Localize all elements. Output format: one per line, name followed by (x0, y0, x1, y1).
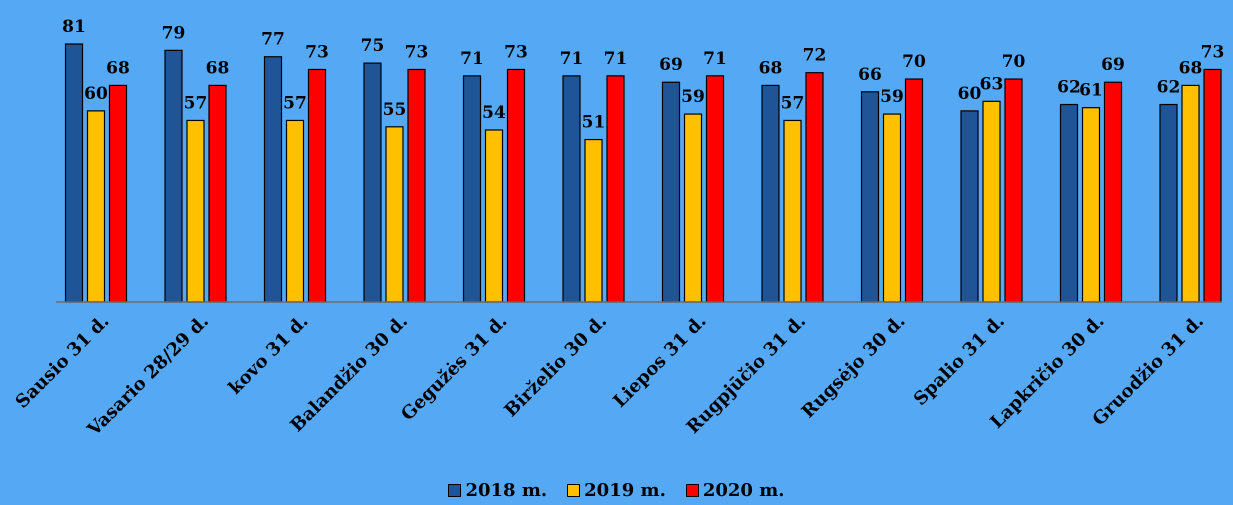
bar-2020-2 (208, 84, 227, 303)
bar-2020-8 (805, 72, 824, 303)
legend-item-2019: 2019 m. (567, 480, 666, 501)
bar-2019-1 (86, 110, 106, 303)
x-tick-label-1: Sausio 31 d. (12, 311, 114, 413)
data-label-2020-11: 69 (1101, 55, 1125, 75)
bar-2019-8 (783, 119, 802, 303)
legend-swatch-2020 (685, 484, 699, 497)
data-label-2019-12: 68 (1179, 58, 1203, 78)
data-label-2019-4: 55 (383, 100, 407, 120)
data-label-2018-5: 71 (460, 49, 484, 69)
x-tick-label-7: Liepos 31 d. (609, 311, 710, 412)
bar-2018-6 (562, 75, 581, 303)
x-tick-label-10: Spalio 31 d. (910, 311, 1009, 410)
legend-label-2019: 2019 m. (584, 480, 666, 501)
bar-2018-12 (1159, 103, 1178, 303)
data-label-2018-6: 71 (560, 49, 584, 69)
bar-2018-2 (164, 49, 183, 303)
bar-2020-10 (1004, 78, 1023, 303)
data-label-2018-4: 75 (361, 36, 385, 56)
data-label-2020-8: 72 (803, 46, 827, 66)
legend-swatch-2019 (567, 484, 581, 497)
legend-label-2020: 2020 m. (702, 480, 785, 501)
bar-2018-10 (960, 110, 979, 303)
legend-item-2020: 2020 m. (685, 480, 785, 501)
x-tick-label-5: Gegužės 31 d. (397, 311, 511, 425)
data-label-2018-12: 62 (1157, 78, 1181, 98)
bar-2019-10 (982, 100, 1001, 303)
bar-2018-1 (64, 43, 84, 303)
data-label-2019-8: 57 (781, 93, 805, 113)
data-label-2019-11: 61 (1079, 81, 1103, 101)
bar-2020-4 (407, 68, 426, 303)
bar-2018-7 (661, 81, 681, 303)
bar-2019-4 (385, 126, 404, 303)
bar-2020-12 (1203, 68, 1222, 303)
x-tick-label-3: kovo 31 d. (225, 311, 313, 399)
bar-2018-4 (363, 62, 382, 303)
data-label-2018-9: 66 (858, 65, 882, 85)
data-label-2018-10: 60 (958, 84, 982, 104)
data-label-2019-1: 60 (84, 84, 108, 104)
data-label-2020-9: 70 (902, 52, 926, 72)
data-label-2020-4: 73 (405, 42, 429, 62)
data-label-2020-12: 73 (1201, 42, 1225, 62)
bar-2020-1 (108, 84, 128, 303)
data-label-2019-5: 54 (482, 103, 506, 123)
data-label-2020-3: 73 (305, 42, 329, 62)
bar-2019-9 (882, 113, 902, 303)
x-tick-label-12: Gruodžio 31 d. (1089, 311, 1209, 431)
legend-item-2018: 2018 m. (448, 480, 547, 501)
data-label-2020-1: 68 (106, 58, 130, 78)
data-label-2019-9: 59 (880, 87, 904, 107)
legend-swatch-2018 (448, 484, 462, 497)
bar-2018-11 (1059, 103, 1079, 303)
bar-2019-5 (484, 129, 504, 303)
data-label-2018-8: 68 (759, 58, 783, 78)
data-label-2019-10: 63 (980, 74, 1004, 94)
legend-label-2018: 2018 m. (465, 480, 548, 501)
bar-2019-11 (1081, 107, 1101, 303)
data-label-2018-1: 81 (62, 17, 86, 37)
data-label-2018-11: 62 (1057, 78, 1081, 98)
bar-2020-9 (904, 78, 924, 303)
data-label-2020-6: 71 (604, 49, 628, 69)
data-label-2020-10: 70 (1002, 52, 1026, 72)
bar-2020-11 (1103, 81, 1123, 303)
bar-2020-7 (705, 75, 725, 303)
data-label-2019-7: 59 (681, 87, 705, 107)
bar-2020-3 (307, 68, 327, 303)
data-label-2018-7: 69 (659, 55, 683, 75)
data-label-2018-2: 79 (162, 23, 186, 43)
legend: 2018 m. 2019 m. 2020 m. (0, 480, 1233, 501)
data-label-2018-3: 77 (261, 30, 285, 50)
data-label-2020-5: 73 (504, 42, 528, 62)
data-label-2019-3: 57 (283, 93, 307, 113)
bar-2018-5 (462, 75, 482, 303)
bar-2018-9 (860, 91, 880, 303)
bar-2019-3 (285, 119, 305, 303)
bar-2019-7 (683, 113, 703, 303)
bar-2018-8 (761, 84, 780, 303)
x-tick-label-6: Birželio 30 d. (500, 311, 611, 422)
bar-2019-12 (1181, 84, 1200, 303)
bar-2019-6 (584, 138, 603, 303)
data-label-2019-2: 57 (184, 93, 208, 113)
x-tick-label-9: Rugsėjo 30 d. (798, 311, 910, 423)
data-label-2019-6: 51 (582, 113, 606, 133)
bar-2019-2 (186, 119, 205, 303)
data-label-2020-7: 71 (703, 49, 727, 69)
data-label-2020-2: 68 (206, 58, 230, 78)
bar-2020-6 (606, 75, 625, 303)
bar-2020-5 (506, 68, 526, 303)
bar-2018-3 (263, 56, 283, 303)
